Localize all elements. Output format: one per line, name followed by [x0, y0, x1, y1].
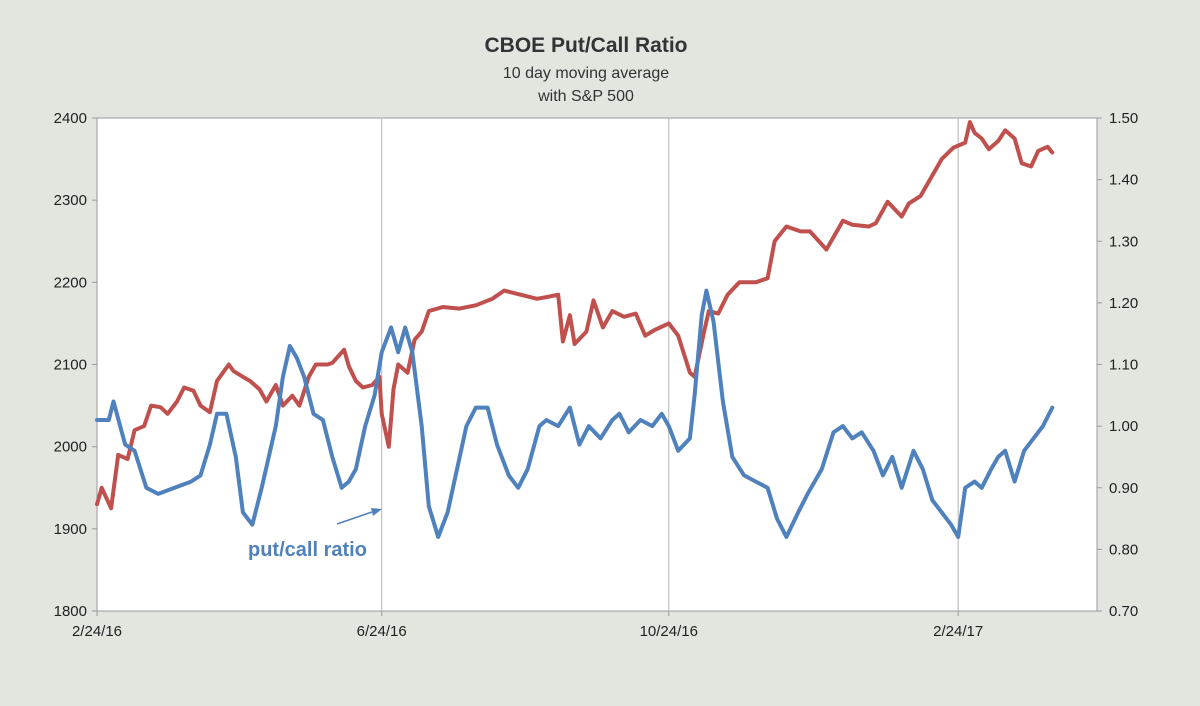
- plot-area: [96, 117, 1098, 612]
- chart-title: CBOE Put/Call Ratio: [484, 34, 687, 57]
- x-tick-label: 2/24/17: [933, 623, 983, 640]
- x-tick-label: 6/24/16: [357, 623, 407, 640]
- y-right-tick-label: 1.40: [1109, 172, 1138, 189]
- put-call-ratio-line: [95, 288, 1055, 539]
- series-layer: [95, 120, 1055, 539]
- chart-subtitle-line-2: with S&P 500: [537, 88, 634, 105]
- y-left-tick-label: 2200: [54, 274, 87, 291]
- x-tick-label: 10/24/16: [640, 623, 698, 640]
- annotation-label: put/call ratio: [248, 539, 367, 561]
- y-right-tick-label: 1.10: [1109, 357, 1138, 374]
- y-right-tick-label: 1.50: [1109, 110, 1138, 127]
- y-left-tick-label: 1900: [54, 521, 87, 538]
- sp500-line: [95, 120, 1055, 511]
- y-right-tick-label: 0.70: [1109, 603, 1138, 620]
- y-right-tick-label: 1.30: [1109, 233, 1138, 250]
- y-right-tick-label: 1.20: [1109, 295, 1138, 312]
- axis-layer: 2/24/16 6/24/16 10/24/16 2/24/17 1800 1900 200…: [54, 110, 1139, 640]
- y-left-tick-label: 2300: [54, 192, 87, 209]
- chart-subtitle-line-1: 10 day moving average: [503, 65, 669, 82]
- x-tick-label: 2/24/16: [72, 623, 122, 640]
- y-left-tick-label: 1800: [54, 603, 87, 620]
- annotation-arrow: [336, 508, 382, 525]
- y-left-tick-label: 2000: [54, 439, 87, 456]
- y-right-tick-label: 1.00: [1109, 418, 1138, 435]
- y-left-tick-label: 2100: [54, 357, 87, 374]
- y-right-tick-label: 0.90: [1109, 480, 1138, 497]
- y-left-tick-label: 2400: [54, 110, 87, 127]
- y-right-tick-label: 0.80: [1109, 541, 1138, 558]
